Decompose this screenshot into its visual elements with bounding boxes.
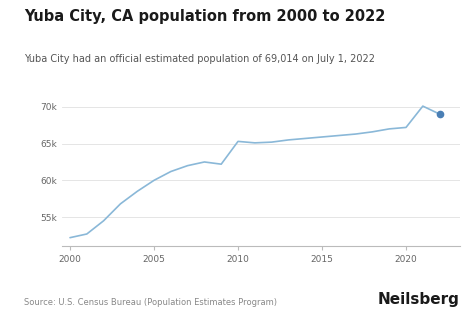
Text: Yuba City, CA population from 2000 to 2022: Yuba City, CA population from 2000 to 20… [24, 9, 385, 24]
Text: Yuba City had an official estimated population of 69,014 on July 1, 2022: Yuba City had an official estimated popu… [24, 54, 375, 64]
Text: Source: U.S. Census Bureau (Population Estimates Program): Source: U.S. Census Bureau (Population E… [24, 298, 277, 307]
Text: Neilsberg: Neilsberg [378, 292, 460, 307]
